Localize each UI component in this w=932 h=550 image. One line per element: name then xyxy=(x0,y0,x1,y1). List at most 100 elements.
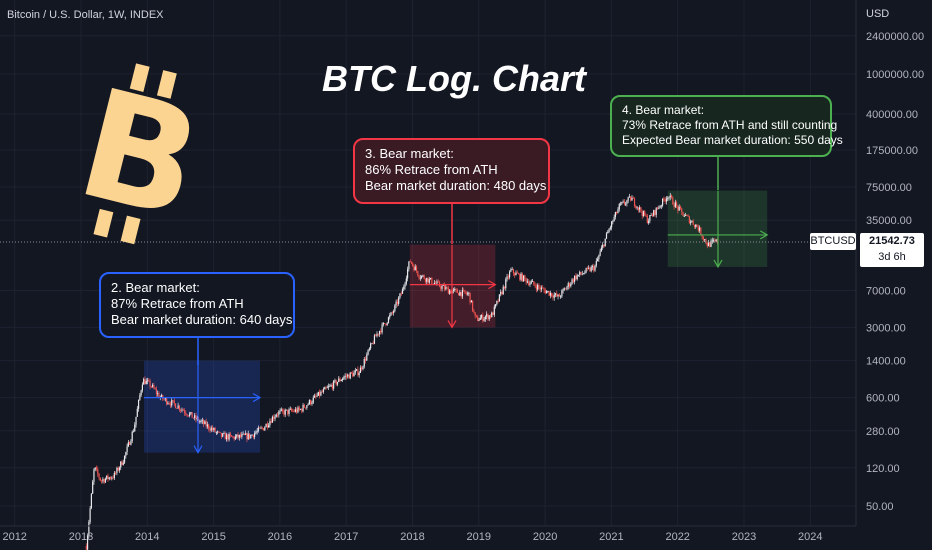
candle xyxy=(268,425,270,428)
candle xyxy=(658,207,660,209)
candle xyxy=(446,287,448,289)
candle xyxy=(140,390,142,396)
candle xyxy=(308,400,311,405)
candle xyxy=(645,215,647,217)
candle xyxy=(182,409,184,411)
candle xyxy=(203,420,205,425)
candle xyxy=(445,287,447,290)
candle xyxy=(372,343,374,344)
candle xyxy=(674,202,676,207)
candle xyxy=(633,198,636,206)
candle xyxy=(506,276,508,280)
candle xyxy=(535,286,537,290)
candle xyxy=(299,409,302,410)
candle xyxy=(141,384,144,391)
candle xyxy=(704,239,706,240)
candle xyxy=(682,211,684,217)
candle xyxy=(108,477,110,480)
candle xyxy=(414,266,416,271)
candle xyxy=(403,286,405,290)
candle xyxy=(662,198,664,206)
candle xyxy=(378,331,381,335)
candle xyxy=(121,461,123,465)
candle xyxy=(442,285,444,286)
candle xyxy=(474,312,476,316)
candle xyxy=(112,477,114,479)
callout-bear-market-2: 2. Bear market: 87% Retrace from ATH Bea… xyxy=(99,272,295,338)
candle xyxy=(486,314,488,317)
candle xyxy=(626,200,628,204)
candle xyxy=(131,431,133,441)
candle xyxy=(450,290,452,294)
candle xyxy=(585,268,587,273)
candle xyxy=(567,283,569,287)
candle xyxy=(663,198,665,200)
candle xyxy=(511,269,513,270)
candle xyxy=(515,272,517,276)
candle xyxy=(276,414,279,416)
candle xyxy=(329,385,331,387)
y-tick-label: 7000.00 xyxy=(866,285,906,297)
candle xyxy=(371,343,373,344)
candle xyxy=(455,289,457,290)
candle xyxy=(255,432,257,434)
candle xyxy=(350,372,353,374)
candle xyxy=(642,211,645,216)
candle xyxy=(136,408,138,417)
candle xyxy=(619,203,622,205)
candle xyxy=(456,289,458,293)
candle xyxy=(187,415,189,417)
callout-line: 2. Bear market: xyxy=(111,280,200,295)
candle xyxy=(305,407,307,409)
candle xyxy=(333,380,335,389)
candle xyxy=(679,206,682,209)
candle xyxy=(711,240,713,242)
candle xyxy=(174,403,177,409)
candle xyxy=(687,215,689,217)
price-axis[interactable]: 2400000.00 1000000.00 400000.00 175000.00 75… xyxy=(866,31,924,513)
candle xyxy=(701,235,703,238)
candle xyxy=(479,317,481,320)
candle xyxy=(545,291,548,294)
candle xyxy=(540,287,543,290)
candle xyxy=(111,477,113,479)
candle xyxy=(667,198,669,200)
candle xyxy=(289,408,291,410)
candle xyxy=(498,294,501,302)
candle xyxy=(90,493,93,509)
candle xyxy=(311,402,313,405)
candle xyxy=(132,431,135,433)
bear-market-zone[interactable] xyxy=(143,360,261,453)
candle xyxy=(153,384,155,389)
candle xyxy=(325,387,327,389)
candle xyxy=(256,430,258,433)
candle xyxy=(715,239,717,242)
candle xyxy=(543,288,545,291)
candle xyxy=(710,240,712,247)
candle xyxy=(410,261,413,264)
candle xyxy=(459,292,461,296)
candle xyxy=(262,428,265,431)
candle xyxy=(641,211,643,216)
candle xyxy=(349,372,351,379)
candle xyxy=(672,197,674,205)
symbol-info[interactable]: Bitcoin / U.S. Dollar, 1W, INDEX xyxy=(7,9,164,21)
candle xyxy=(302,404,304,412)
candle xyxy=(664,199,666,202)
candle xyxy=(631,197,633,201)
candle xyxy=(418,275,420,279)
candle xyxy=(539,287,541,290)
candle xyxy=(677,205,679,211)
time-axis[interactable]: 2012 2013 2014 2015 2016 2017 2018 2019 2020 2021… xyxy=(2,531,822,543)
candle xyxy=(529,283,531,285)
candle xyxy=(713,240,715,242)
candle xyxy=(344,375,346,378)
candle xyxy=(126,446,128,453)
candle xyxy=(596,258,599,261)
bear-market-zone[interactable] xyxy=(409,244,496,328)
candle xyxy=(617,209,619,214)
candle xyxy=(205,421,207,427)
candle xyxy=(366,354,368,361)
